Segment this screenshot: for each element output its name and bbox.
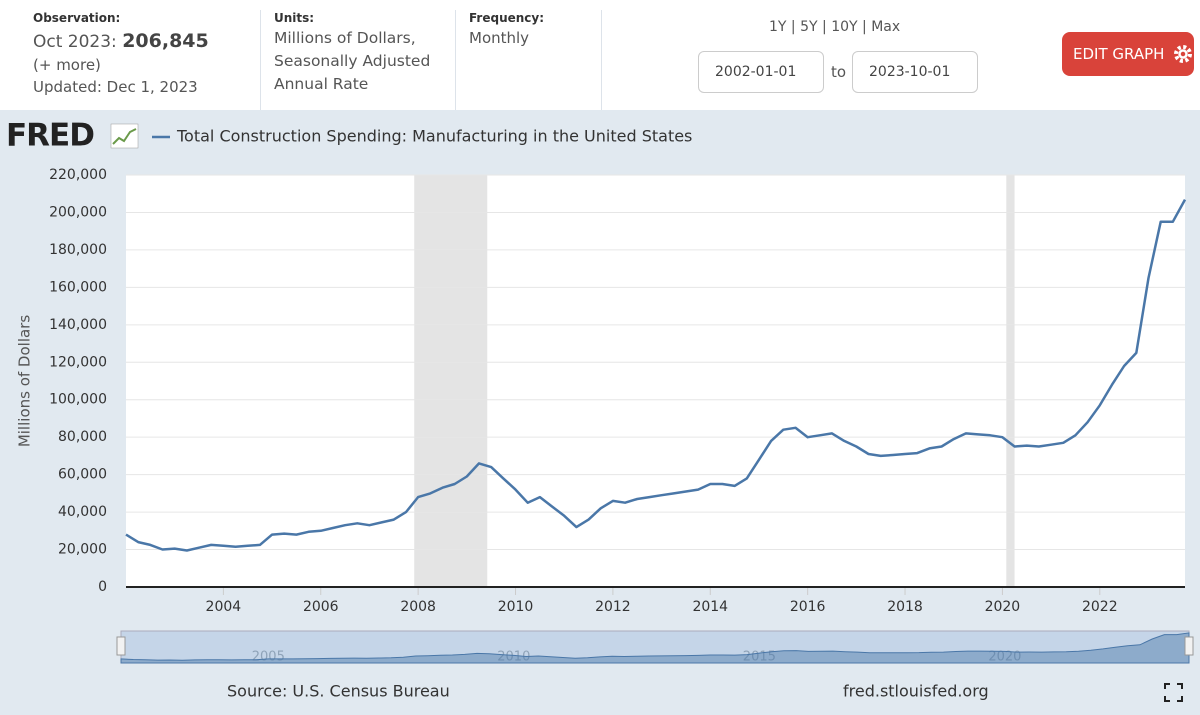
start-date-input[interactable]: 2002-01-01 [698,51,824,93]
y-tick-label: 220,000 [49,167,107,183]
separator [455,10,456,110]
y-tick-label: 140,000 [49,317,107,333]
navigator-tick-label: 2005 [252,650,285,665]
separator [260,10,261,110]
header: Observation: Oct 2023: 206,845 (+ more) … [0,0,1200,110]
updated: Updated: Dec 1, 2023 [33,78,198,96]
recession-shade [414,175,488,587]
y-axis-label: Millions of Dollars [16,315,34,448]
y-tick-label: 160,000 [49,279,107,295]
x-tick-label: 2022 [1082,599,1118,615]
source: Source: U.S. Census Bureau [227,682,450,701]
gear-icon [1174,45,1192,63]
observation-label: Observation: [33,11,121,25]
y-tick-label: 120,000 [49,354,107,370]
x-tick-label: 2006 [303,599,339,615]
x-tick-label: 2014 [692,599,728,615]
navigator-tick-label: 2015 [743,650,776,665]
chart: FRED Total Construction Spending: Manufa… [6,118,1194,702]
units-label: Units: [274,11,315,25]
frequency-label: Frequency: [469,11,545,25]
x-tick-label: 2004 [206,599,242,615]
observation-value: 206,845 [122,30,209,52]
frequency: Monthly [469,29,530,47]
end-date-input[interactable]: 2023-10-01 [852,51,978,93]
y-tick-label: 60,000 [58,467,107,483]
navigator-area [120,632,1190,664]
y-tick-label: 200,000 [49,204,107,220]
range-link[interactable]: 10Y [831,19,858,35]
logo: FRED [6,118,94,154]
range-link[interactable]: Max [871,19,901,35]
x-tick-label: 2020 [985,599,1021,615]
more-link[interactable]: (+ more) [33,56,101,74]
observation-date: Oct 2023: [33,32,117,52]
navigator-tick-label: 2020 [988,650,1021,665]
x-tick-label: 2018 [887,599,923,615]
range-link[interactable]: 5Y [800,19,818,35]
x-tick-label: 2016 [790,599,826,615]
separator [601,10,602,110]
navigator-handle[interactable] [1184,636,1194,656]
y-tick-label: 100,000 [49,392,107,408]
x-tick-label: 2008 [400,599,436,615]
plot-area [126,175,1185,587]
x-tick-label: 2012 [595,599,631,615]
units: Millions of Dollars, Seasonally Adjusted… [274,29,431,93]
site-link[interactable]: fred.stlouisfed.org [843,682,989,701]
edit-graph-button[interactable]: EDIT GRAPH [1062,32,1194,76]
y-tick-label: 180,000 [49,242,107,258]
recession-shade [1006,175,1015,587]
range-link[interactable]: 1Y [769,19,787,35]
observation: Oct 2023: 206,845 [33,30,209,54]
navigator-tick-label: 2010 [497,650,530,665]
range-links: 1Y | 5Y | 10Y | Max [769,19,901,35]
to-label: to [831,63,847,81]
y-tick-label: 0 [98,579,107,595]
fullscreen-icon[interactable] [1164,683,1183,702]
navigator-handle[interactable] [116,636,126,656]
x-tick-label: 2010 [498,599,534,615]
y-tick-label: 20,000 [58,542,107,558]
navigator [120,630,1190,664]
y-tick-label: 40,000 [58,504,107,520]
y-tick-label: 80,000 [58,429,107,445]
edit-graph-label: EDIT GRAPH [1073,45,1165,63]
series-line [125,198,1187,552]
legend-label: Total Construction Spending: Manufacturi… [176,127,692,146]
logo-icon [110,123,139,149]
